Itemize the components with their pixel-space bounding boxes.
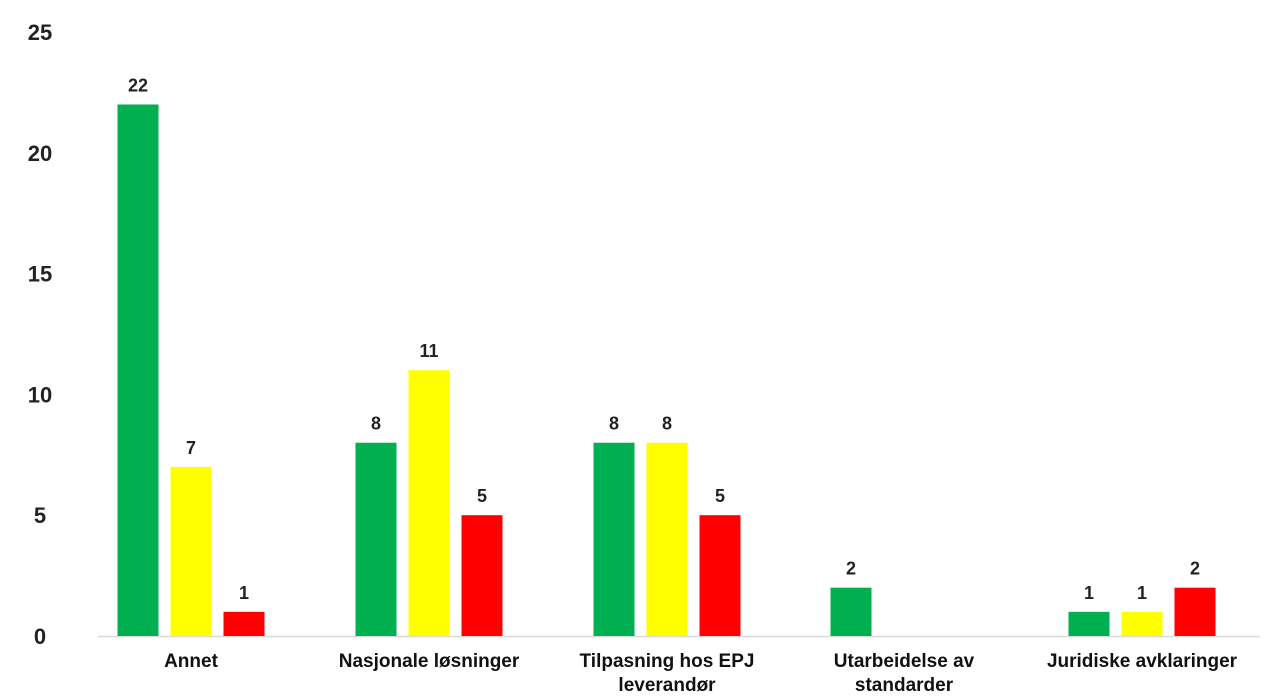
bar bbox=[593, 442, 635, 636]
bars bbox=[117, 104, 1216, 637]
y-tick-label: 0 bbox=[34, 624, 46, 649]
bar bbox=[646, 442, 688, 636]
category-label-line: leverandør bbox=[618, 675, 716, 696]
bar bbox=[223, 611, 265, 636]
data-label: 22 bbox=[128, 75, 148, 95]
bar bbox=[1068, 611, 1110, 636]
data-label: 5 bbox=[715, 486, 725, 506]
y-tick-label: 10 bbox=[28, 382, 52, 407]
bar bbox=[461, 515, 503, 636]
category-label-line: Annet bbox=[164, 651, 219, 672]
category-label: Annet bbox=[164, 651, 219, 672]
bar bbox=[830, 587, 872, 636]
category-label: Tilpasning hos EPJ leverandør bbox=[580, 651, 755, 696]
category-label-line: standarder bbox=[855, 675, 954, 696]
data-label: 1 bbox=[239, 583, 249, 603]
category-labels: Annet Nasjonale løsninger Tilpasning hos E… bbox=[164, 651, 1238, 696]
bar bbox=[355, 442, 397, 636]
data-label: 8 bbox=[371, 414, 381, 434]
data-label: 7 bbox=[186, 438, 196, 458]
y-tick-label: 25 bbox=[28, 20, 52, 45]
data-label: 5 bbox=[477, 486, 487, 506]
data-label: 1 bbox=[1084, 583, 1094, 603]
bar bbox=[117, 104, 159, 637]
data-label: 8 bbox=[662, 414, 672, 434]
category-label-line: Nasjonale løsninger bbox=[339, 651, 520, 672]
bar bbox=[699, 515, 741, 636]
category-label-line: Juridiske avklaringer bbox=[1047, 651, 1238, 672]
y-tick-label: 20 bbox=[28, 141, 52, 166]
data-label: 8 bbox=[609, 414, 619, 434]
category-label-line: Utarbeidelse av bbox=[834, 651, 975, 672]
category-label: Utarbeidelse av standarder bbox=[834, 651, 975, 696]
category-label: Juridiske avklaringer bbox=[1047, 651, 1238, 672]
y-tick-label: 5 bbox=[34, 503, 46, 528]
bar bbox=[1174, 587, 1216, 636]
data-label: 2 bbox=[1190, 559, 1200, 579]
category-label-line: Tilpasning hos EPJ bbox=[580, 651, 755, 672]
data-label: 2 bbox=[846, 559, 856, 579]
y-tick-label: 15 bbox=[28, 262, 52, 287]
bar bbox=[170, 466, 212, 636]
category-label: Nasjonale løsninger bbox=[339, 651, 520, 672]
data-label: 1 bbox=[1137, 583, 1147, 603]
data-label: 11 bbox=[419, 341, 438, 361]
y-axis-ticks: 0 5 10 15 20 25 bbox=[28, 20, 52, 649]
bar bbox=[1121, 611, 1163, 636]
bar bbox=[408, 370, 450, 636]
